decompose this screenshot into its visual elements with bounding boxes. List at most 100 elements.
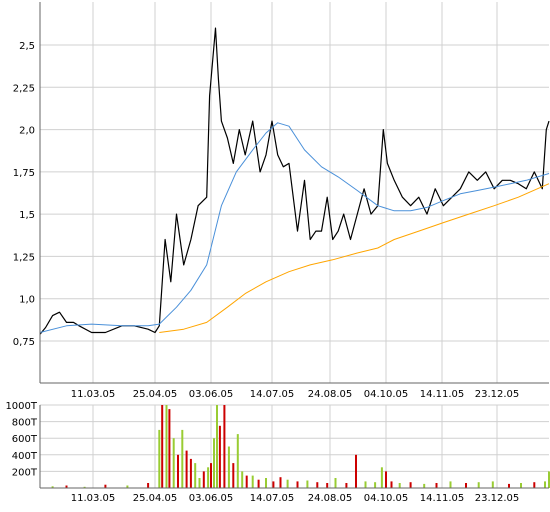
price-y-tick-label: 1,5 [19, 210, 35, 221]
volume-y-tick-label: 1000T [5, 401, 37, 412]
price-y-tick-label: 2,5 [19, 41, 35, 52]
volume-bar-25 [232, 463, 235, 488]
volume-bar-54 [491, 481, 494, 488]
volume-bar-17 [202, 471, 205, 488]
volume-bar-46 [390, 481, 393, 488]
price-y-tick-label: 1,25 [13, 252, 35, 263]
chart-frames [39, 2, 549, 489]
price-x-tick-labels: 11.03.05 25.04.05 03.06.05 14.07.05 24.08.05… [71, 389, 520, 400]
price-x-tick-label: 25.04.05 [133, 389, 178, 400]
volume-bar-11 [177, 454, 179, 488]
volume-bar-56 [520, 483, 522, 488]
volume-x-tick-label: 25.04.05 [133, 493, 178, 504]
price-y-tick-label: 2,0 [19, 126, 35, 137]
volume-bar-5 [147, 483, 150, 488]
volume-bar-55 [508, 483, 510, 488]
volume-bar-59 [548, 471, 550, 488]
volume-bar-57 [533, 482, 536, 488]
volume-bar-41 [355, 454, 357, 488]
price-x-tick-label: 14.11.05 [420, 389, 465, 400]
volume-x-tick-label: 14.11.05 [420, 493, 465, 504]
volume-bar-16 [198, 478, 201, 488]
volume-x-tick-label: 04.10.05 [364, 493, 409, 504]
volume-bar-34 [286, 479, 289, 488]
price-y-tick-label: 1,75 [13, 168, 35, 179]
volume-bar-31 [265, 478, 267, 488]
volume-bar-7 [161, 405, 164, 488]
price-x-tick-label: 04.10.05 [364, 389, 409, 400]
volume-bars [51, 405, 550, 489]
volume-x-tick-label: 14.07.05 [250, 493, 295, 504]
series-line-price [39, 27, 550, 335]
volume-bar-9 [168, 409, 171, 488]
price-x-tick-label: 03.06.05 [189, 389, 234, 400]
volume-bar-33 [279, 477, 282, 488]
volume-bar-15 [194, 463, 197, 488]
volume-bar-48 [409, 482, 412, 488]
price-x-tick-label: 11.03.05 [71, 389, 116, 400]
volume-bar-14 [189, 458, 192, 488]
volume-gridlines [40, 404, 549, 488]
volume-bar-58 [544, 481, 546, 488]
volume-bar-49 [423, 483, 426, 488]
price-y-tick-label: 1,0 [19, 295, 35, 306]
series-line-ma_short [39, 122, 550, 333]
volume-bar-50 [435, 483, 438, 488]
volume-bar-18 [207, 467, 210, 489]
volume-bar-22 [218, 425, 221, 489]
volume-bar-28 [245, 475, 248, 488]
volume-bar-8 [165, 405, 168, 488]
volume-x-tick-label: 11.03.05 [71, 493, 116, 504]
volume-bar-20 [213, 438, 215, 488]
volume-bar-23 [223, 405, 226, 488]
volume-bar-32 [272, 481, 275, 488]
volume-bar-3 [104, 484, 107, 488]
price-gridlines [40, 2, 549, 383]
price-x-tick-label: 14.07.05 [250, 389, 295, 400]
volume-y-tick-labels: 200T 400T 600T 800T 1000T [5, 401, 37, 478]
volume-bar-24 [227, 446, 230, 488]
price-y-tick-labels: 0,75 1,0 1,25 1,5 1,75 2,0 2,25 2,5 [13, 41, 35, 348]
volume-bar-51 [449, 481, 452, 488]
volume-bar-4 [126, 485, 129, 488]
volume-x-tick-label: 23.12.05 [475, 493, 520, 504]
price-x-tick-label: 23.12.05 [475, 389, 520, 400]
volume-bar-1 [65, 485, 68, 488]
volume-bar-43 [374, 482, 377, 488]
volume-bar-53 [477, 482, 480, 488]
volume-x-tick-labels: 11.03.05 25.04.05 03.06.05 14.07.05 24.08.05… [71, 493, 520, 504]
volume-bar-30 [257, 479, 260, 488]
volume-y-tick-label: 800T [12, 418, 38, 429]
volume-bar-6 [158, 429, 161, 488]
volume-bar-13 [185, 450, 188, 488]
price-y-tick-label: 2,25 [13, 83, 35, 94]
volume-bar-39 [334, 478, 337, 488]
volume-bar-42 [364, 481, 367, 488]
volume-bar-37 [316, 482, 319, 488]
volume-y-tick-label: 400T [12, 451, 38, 462]
volume-bar-2 [83, 486, 86, 488]
volume-bar-26 [236, 434, 239, 488]
volume-x-tick-label: 24.08.05 [308, 493, 353, 504]
volume-bar-36 [306, 480, 309, 488]
volume-bar-38 [326, 483, 329, 488]
price-lines [39, 27, 550, 335]
volume-bar-0 [51, 486, 54, 488]
volume-x-tick-label: 03.06.05 [189, 493, 234, 504]
price-x-tick-label: 24.08.05 [308, 389, 353, 400]
volume-bar-12 [181, 429, 184, 488]
volume-bar-19 [210, 463, 212, 488]
price-y-tick-label: 0,75 [13, 337, 35, 348]
volume-bar-35 [296, 481, 299, 488]
series-line-ma_long [159, 183, 550, 333]
volume-bar-29 [251, 475, 254, 488]
volume-bar-44 [380, 467, 383, 489]
volume-bar-10 [172, 438, 175, 488]
volume-bar-27 [241, 471, 244, 488]
volume-bar-40 [345, 483, 348, 488]
volume-y-tick-label: 600T [12, 434, 38, 445]
volume-y-tick-label: 200T [12, 467, 38, 478]
volume-bar-21 [216, 405, 218, 488]
volume-bar-45 [385, 471, 387, 488]
